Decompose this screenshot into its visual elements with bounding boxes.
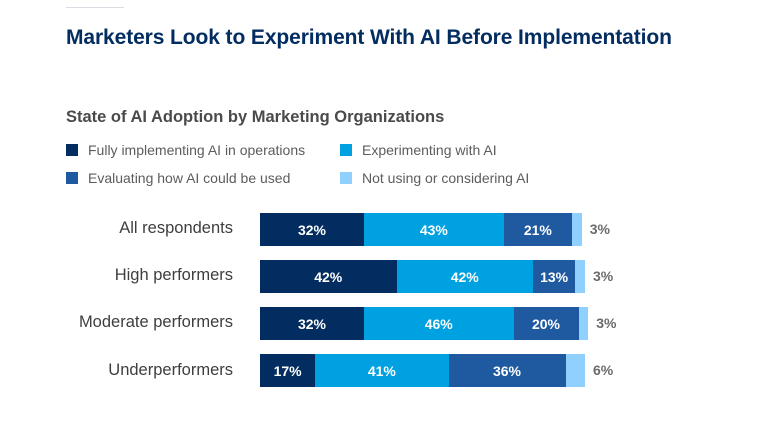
bar-segment-high-performers-evaluating-how-ai-could-be-used: 13% <box>533 260 576 293</box>
bar-segment-moderate-performers-fully-implementing-ai-in-operations: 32% <box>260 307 364 340</box>
bar-segment-moderate-performers-evaluating-how-ai-could-be-used: 20% <box>513 307 579 340</box>
bar-segment-all-respondents-fully-implementing-ai-in-operations: 32% <box>260 213 364 246</box>
legend-swatch <box>66 172 78 184</box>
legend-label: Fully implementing AI in operations <box>88 142 306 158</box>
bar-segment-all-respondents-experimenting-with-ai: 43% <box>364 213 504 246</box>
data-label: 20% <box>531 315 561 332</box>
data-label: 13% <box>540 268 569 285</box>
bar-segment-high-performers-not-using-or-considering-ai <box>575 260 585 293</box>
data-label: 46% <box>424 315 453 332</box>
data-label: 32% <box>297 221 327 238</box>
data-label: 43% <box>419 221 448 238</box>
bar-segment-high-performers-fully-implementing-ai-in-operations: 42% <box>260 260 397 293</box>
bar-segment-moderate-performers-not-using-or-considering-ai <box>578 307 589 340</box>
data-label: 21% <box>523 221 552 238</box>
legend-item-experimenting: Experimenting with AI <box>340 142 497 158</box>
data-label: 32% <box>297 315 327 332</box>
data-label: 42% <box>450 268 479 285</box>
data-label: 42% <box>314 268 343 285</box>
chart-title: Marketers Look to Experiment With AI Bef… <box>66 26 672 49</box>
legend-swatch <box>66 144 78 156</box>
legend-swatch <box>340 144 352 156</box>
data-label-outside: 3% <box>589 221 610 237</box>
top-divider <box>66 7 124 8</box>
legend-label: Not using or considering AI <box>362 170 530 186</box>
category-label-all-respondents: All respondents <box>119 219 233 237</box>
data-label: 41% <box>367 362 396 379</box>
legend-label: Experimenting with AI <box>362 142 497 158</box>
category-label-high-performers: High performers <box>114 266 233 284</box>
bar-segment-all-respondents-not-using-or-considering-ai <box>572 213 582 246</box>
data-label-outside: 6% <box>593 362 614 378</box>
legend-item-fully-implementing: Fully implementing AI in operations <box>66 142 305 158</box>
bar-segment-underperformers-not-using-or-considering-ai <box>565 354 585 387</box>
bar-segment-moderate-performers-experimenting-with-ai: 46% <box>364 307 514 340</box>
bar-segment-underperformers-evaluating-how-ai-could-be-used: 36% <box>448 354 566 387</box>
data-label: 17% <box>273 362 302 379</box>
bar-segment-all-respondents-evaluating-how-ai-could-be-used: 21% <box>503 213 572 246</box>
bar-segment-underperformers-fully-implementing-ai-in-operations: 17% <box>260 354 316 387</box>
legend-item-evaluating: Evaluating how AI could be used <box>66 170 290 186</box>
data-label: 36% <box>492 362 522 379</box>
bar-segment-underperformers-experimenting-with-ai: 41% <box>315 354 449 387</box>
legend-item-not-using: Not using or considering AI <box>340 170 529 186</box>
data-label-outside: 3% <box>596 315 617 331</box>
legend-swatch <box>340 172 352 184</box>
chart-subtitle: State of AI Adoption by Marketing Organi… <box>66 108 445 126</box>
legend-label: Evaluating how AI could be used <box>88 170 291 186</box>
bar-segment-high-performers-experimenting-with-ai: 42% <box>396 260 533 293</box>
data-label-outside: 3% <box>593 268 614 284</box>
category-label-moderate-performers: Moderate performers <box>78 313 233 331</box>
category-label-underperformers: Underperformers <box>108 361 233 379</box>
